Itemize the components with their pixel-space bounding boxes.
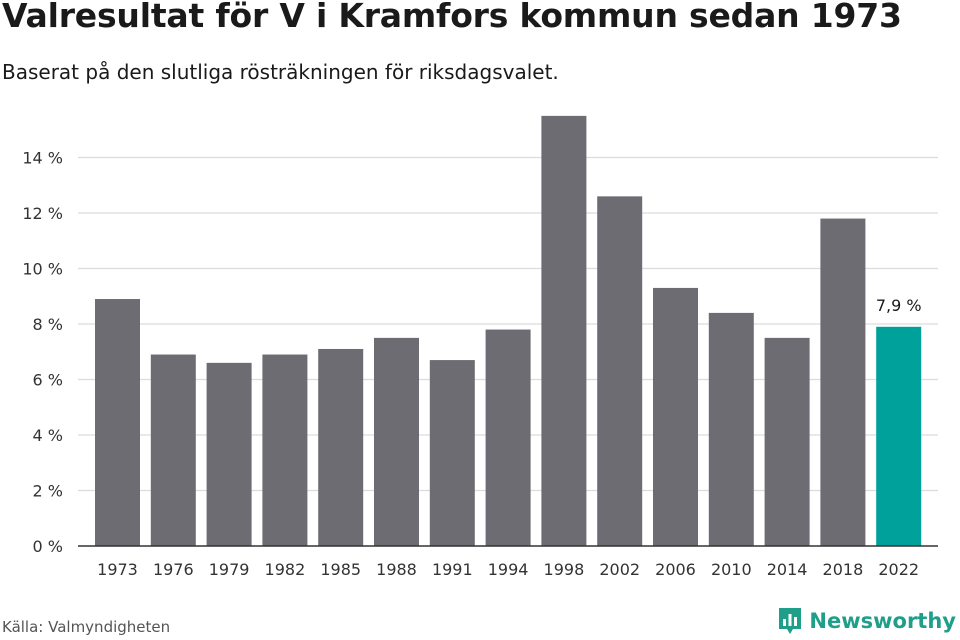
bar-1985	[318, 348, 364, 546]
bar-2022	[876, 326, 922, 546]
x-tick-label: 2022	[878, 560, 919, 579]
x-tick-label: 1973	[97, 560, 138, 579]
x-tick-label: 1979	[209, 560, 250, 579]
bar-chart-logo-icon	[779, 608, 802, 634]
y-tick-label: 8 %	[33, 315, 63, 334]
x-tick-label: 2010	[711, 560, 752, 579]
x-tick-label: 2002	[599, 560, 640, 579]
bar-1976	[150, 354, 196, 546]
bar-1998	[541, 115, 587, 546]
bar-1994	[485, 329, 531, 546]
x-tick-label: 1982	[265, 560, 306, 579]
brand-logo: Newsworthy	[777, 606, 956, 636]
bar-1982	[262, 354, 308, 546]
x-axis-ticks: 1973 1976 1979 1982 1985 1988 1991 1994 1998 2002…	[97, 560, 919, 579]
bar-2006	[653, 287, 698, 546]
y-axis-ticks: 0 % 2 % 4 % 6 % 8 % 10 % 12 % 14 %	[22, 149, 63, 557]
x-tick-label: 1994	[488, 560, 529, 579]
bars	[95, 115, 922, 547]
y-tick-label: 10 %	[22, 260, 63, 279]
x-tick-label: 1998	[544, 560, 585, 579]
brand-name: Newsworthy	[809, 609, 956, 633]
x-tick-label: 2018	[823, 560, 864, 579]
y-tick-label: 6 %	[33, 371, 63, 390]
bar-1973	[95, 299, 140, 546]
y-tick-label: 12 %	[22, 204, 63, 223]
y-tick-label: 2 %	[33, 482, 63, 501]
x-tick-label: 1985	[320, 560, 361, 579]
bar-2002	[597, 196, 643, 546]
x-tick-label: 1991	[432, 560, 473, 579]
chart-title: Valresultat för V i Kramfors kommun seda…	[2, 0, 902, 35]
data-label-2022: 7,9 %	[876, 296, 922, 315]
x-tick-label: 1988	[376, 560, 417, 579]
y-tick-label: 14 %	[22, 149, 63, 168]
source-note: Källa: Valmyndigheten	[2, 618, 171, 636]
bar-2010	[708, 312, 754, 546]
x-tick-label: 2014	[767, 560, 808, 579]
x-tick-label: 2006	[655, 560, 696, 579]
y-tick-label: 0 %	[33, 537, 63, 556]
bar-2014	[764, 337, 810, 546]
bar-2018	[820, 218, 866, 547]
bar-1991	[429, 360, 475, 546]
chart-subtitle: Baserat på den slutliga rösträkningen fö…	[2, 60, 559, 84]
data-labels: 7,9 %	[876, 296, 922, 315]
y-tick-label: 4 %	[33, 426, 63, 445]
x-tick-label: 1976	[153, 560, 194, 579]
bar-1979	[206, 362, 252, 546]
bar-1988	[374, 337, 419, 546]
